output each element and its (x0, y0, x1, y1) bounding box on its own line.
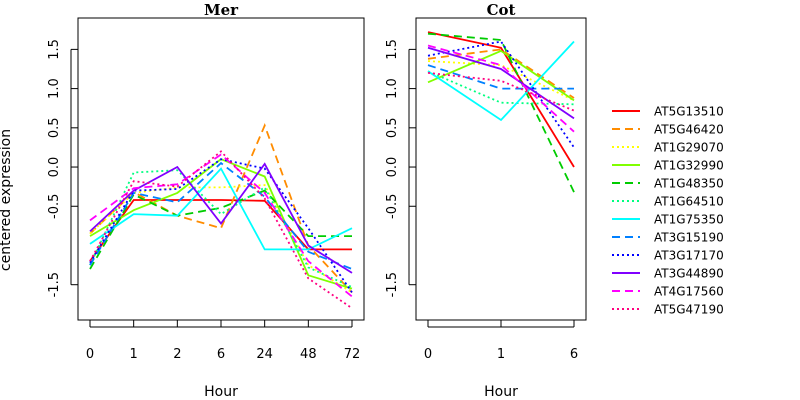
legend-label-at1g32990: AT1G32990 (654, 159, 724, 173)
cot-y-tick-label: 1.5 (385, 39, 400, 60)
mer-series-at1g48350 (89, 189, 352, 270)
cot-x-axis-label: Hour (484, 384, 518, 400)
cot-y-tick-label: -0.5 (385, 194, 400, 219)
mer-x-tick-label: 6 (217, 347, 225, 362)
mer-series-at5g47190 (89, 150, 353, 309)
mer-x-tick-label: 1 (130, 347, 138, 362)
mer-series-at1g75350 (89, 167, 353, 251)
mer-x-axis-label: Hour (204, 384, 238, 400)
legend-label-at1g29070: AT1G29070 (654, 141, 724, 155)
cot-series-at1g29070 (427, 60, 575, 102)
legend-label-at5g47190: AT5G47190 (654, 303, 724, 317)
legend-label-at5g13510: AT5G13510 (654, 105, 724, 119)
mer-x-tick-label: 72 (344, 347, 361, 362)
mer-x-tick-label: 48 (300, 347, 317, 362)
cot-series-at1g64510 (427, 70, 575, 106)
chart-panel-mer: Mer 0 1 2 6 24 48 72 Hour -1.5 -0.5 0.0 0.5 1.0 1.5 (47, 1, 365, 400)
legend-label-at3g15190: AT3G15190 (654, 231, 724, 245)
mer-y-tick-label: -1.5 (47, 272, 62, 297)
cot-series-at1g32990 (427, 49, 575, 102)
mer-series-at3g17170 (89, 158, 353, 294)
legend-label-at3g44890: AT3G44890 (654, 267, 724, 281)
cot-y-tick-label: 0.5 (385, 117, 400, 138)
legend-label-at1g48350: AT1G48350 (654, 177, 724, 191)
mer-title: Mer (204, 1, 239, 19)
cot-series-at3g17170 (427, 40, 575, 148)
legend: AT5G13510 AT5G46420 AT1G29070 AT1G32990 AT1G… (612, 105, 724, 317)
cot-y-tick-label: -1.5 (385, 272, 400, 297)
cot-series-at1g75350 (427, 40, 575, 122)
mer-y-tick-label: 0.5 (47, 117, 62, 138)
mer-x-tick-label: 2 (173, 347, 181, 362)
chart-panel-cot: Cot 0 1 6 Hour -1.5 -0.5 0.0 0.5 1.0 1.5 (385, 1, 587, 400)
cot-title: Cot (487, 1, 516, 19)
mer-x-tick-label: 0 (86, 347, 94, 362)
mer-y-tick-label: 1.0 (47, 78, 62, 99)
cot-series-at5g13510 (427, 31, 575, 168)
mer-y-tick-label: 0.0 (47, 157, 62, 178)
mer-x-tick-label: 24 (256, 347, 273, 362)
mer-series-at5g13510 (89, 199, 352, 262)
mer-series-at4g17560 (89, 153, 353, 298)
cot-y-tick-label: 1.0 (385, 78, 400, 99)
mer-y-tick-label: 1.5 (47, 39, 62, 60)
cot-series-at3g44890 (427, 46, 575, 120)
cot-y-tick-label: 0.0 (385, 157, 400, 178)
mer-series-at3g44890 (89, 162, 353, 274)
cot-series-at5g47190 (427, 72, 575, 112)
mer-y-tick-label: -0.5 (47, 194, 62, 219)
legend-label-at1g75350: AT1G75350 (654, 213, 724, 227)
cot-series-at1g48350 (427, 32, 575, 193)
cot-plot-frame (415, 17, 587, 321)
cot-series-at5g46420 (427, 48, 575, 99)
y-axis-label: centered expression (0, 129, 14, 271)
legend-label-at1g64510: AT1G64510 (654, 195, 724, 209)
mer-series-at3g15190 (89, 161, 353, 270)
legend-label-at3g17170: AT3G17170 (654, 249, 724, 263)
cot-x-tick-label: 1 (497, 347, 505, 362)
mer-series-at1g64510 (89, 169, 353, 288)
legend-label-at4g17560: AT4G17560 (654, 285, 724, 299)
legend-label-at5g46420: AT5G46420 (654, 123, 724, 137)
cot-x-tick-label: 0 (424, 347, 432, 362)
cot-x-tick-label: 6 (570, 347, 578, 362)
